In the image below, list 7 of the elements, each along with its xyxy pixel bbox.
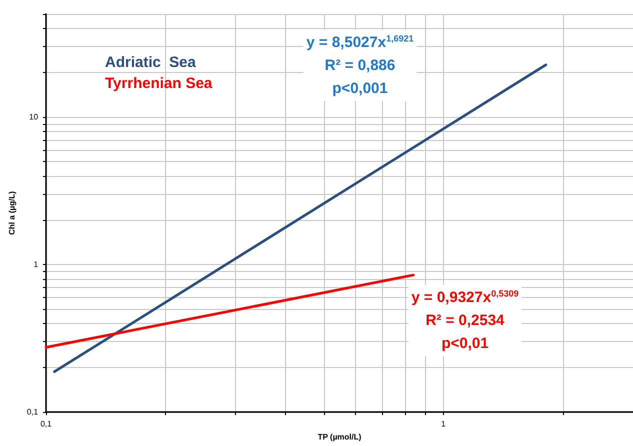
y-tick-label: 10	[29, 112, 39, 122]
text: Adriatic Sea	[105, 54, 197, 71]
y-tick-label: 0,1	[26, 408, 39, 417]
x-axis-title: TP (µmol/L)	[318, 432, 362, 442]
y-axis-title: Chl a (µg/L)	[8, 190, 16, 235]
y-tick-label: 1	[34, 260, 39, 270]
text: Tyrrhenian Sea	[105, 75, 213, 92]
